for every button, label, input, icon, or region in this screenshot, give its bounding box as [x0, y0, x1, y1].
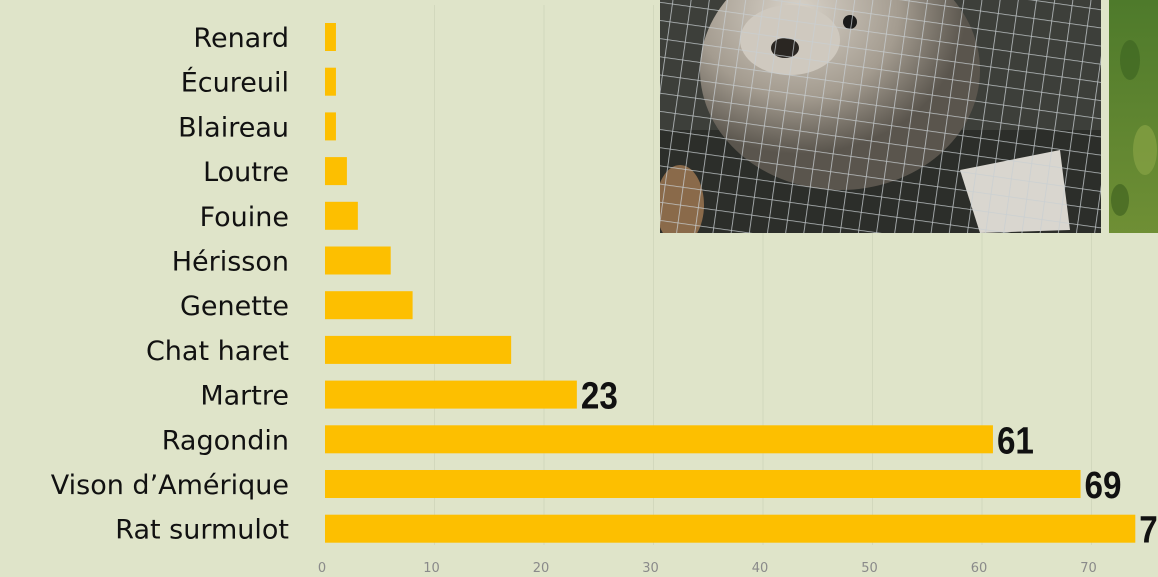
animal-in-wire-cage-photo — [660, 0, 1101, 233]
bar — [325, 470, 1081, 498]
bar — [325, 335, 512, 364]
bar — [325, 425, 993, 454]
category-label: Chat haret — [146, 336, 289, 367]
x-tick-label: 50 — [861, 561, 878, 576]
category-label: Fouine — [200, 202, 289, 233]
x-tick-label: 0 — [318, 561, 326, 576]
category-label: Vison d’Amérique — [51, 470, 289, 501]
bar — [325, 157, 347, 186]
bar — [325, 201, 358, 230]
data-label: 23 — [581, 376, 618, 418]
bar — [325, 291, 413, 320]
category-label: Rat surmulot — [115, 515, 289, 546]
x-tick-label: 70 — [1080, 561, 1097, 576]
bar — [325, 514, 1136, 543]
x-tick-label: 60 — [971, 561, 988, 576]
bar — [325, 380, 577, 409]
x-tick-label: 40 — [752, 561, 769, 576]
x-axis-ticks: 0 10 20 30 40 50 60 70 — [318, 561, 1097, 576]
category-label: Renard — [193, 23, 289, 54]
bar — [325, 112, 336, 141]
bars-group — [325, 23, 1136, 543]
category-label: Blaireau — [178, 112, 289, 143]
bar — [325, 246, 391, 275]
category-label: Ragondin — [162, 425, 289, 456]
bar — [325, 23, 336, 51]
data-labels: 23 61 69 74 — [581, 376, 1158, 552]
data-label: 74 — [1139, 510, 1158, 552]
data-label: 61 — [997, 420, 1034, 462]
x-tick-label: 30 — [642, 561, 659, 576]
category-label: Hérisson — [172, 247, 289, 278]
bar — [325, 67, 336, 96]
category-label: Martre — [200, 381, 289, 412]
grass-photo-partial — [1109, 0, 1158, 233]
category-label: Écureuil — [181, 67, 289, 99]
category-label: Genette — [180, 291, 289, 322]
category-label: Loutre — [203, 157, 289, 188]
category-labels: Renard Écureuil Blaireau Loutre Fouine Hériss… — [51, 23, 289, 546]
x-tick-label: 10 — [423, 561, 440, 576]
data-label: 69 — [1085, 465, 1122, 507]
x-tick-label: 20 — [533, 561, 550, 576]
